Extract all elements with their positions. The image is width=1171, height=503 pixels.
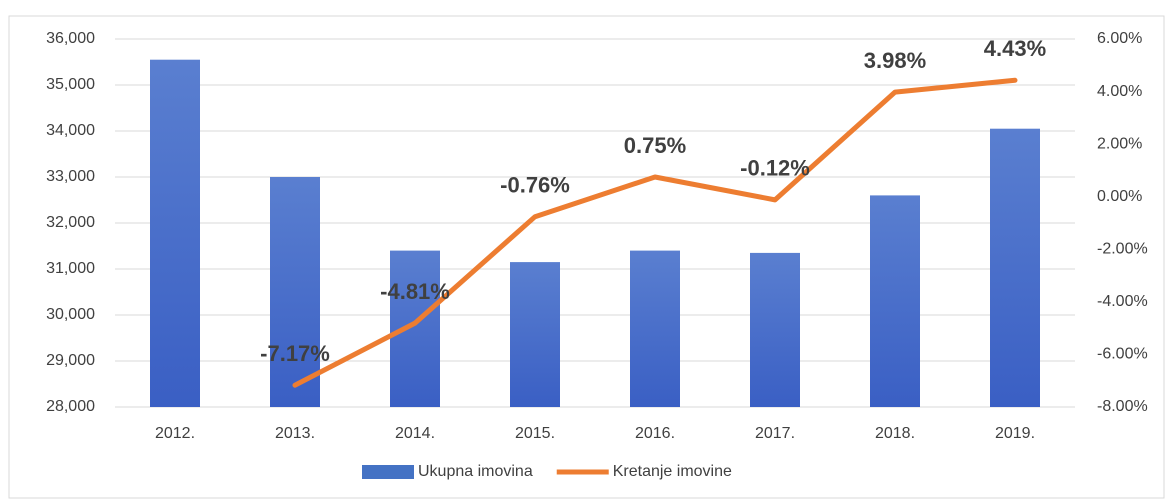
bar [270,177,320,407]
data-label: -7.17% [260,341,330,366]
y-tick-label: 36,000 [46,30,95,47]
bar [630,250,680,407]
y-tick-label: 31,000 [46,260,95,277]
bar [990,128,1040,407]
data-label: 0.75% [624,133,686,158]
chart-frame [8,15,1165,499]
y-tick-label: 32,000 [46,214,95,231]
legend-label: Kretanje imovine [613,463,732,480]
x-tick-label: 2015. [515,425,555,442]
y2-tick-label: -2.00% [1097,241,1148,258]
bar [510,262,560,407]
y-tick-label: 28,000 [46,398,95,415]
y2-tick-label: 2.00% [1097,135,1142,152]
x-tick-label: 2018. [875,425,915,442]
y2-tick-label: 4.00% [1097,83,1142,100]
x-tick-label: 2012. [155,425,195,442]
y2-tick-label: 6.00% [1097,30,1142,47]
x-tick-label: 2016. [635,425,675,442]
data-label: -0.76% [500,173,570,198]
y-tick-label: 33,000 [46,168,95,185]
x-tick-label: 2017. [755,425,795,442]
data-label: 4.43% [984,36,1046,61]
y2-tick-label: -6.00% [1097,346,1148,363]
x-tick-label: 2019. [995,425,1035,442]
data-label: 3.98% [864,48,926,73]
y2-tick-label: 0.00% [1097,188,1142,205]
bar [390,250,440,407]
legend-label: Ukupna imovina [418,463,533,480]
bar [870,195,920,407]
y2-tick-label: -8.00% [1097,398,1148,415]
y2-tick-label: -4.00% [1097,293,1148,310]
y-tick-label: 35,000 [46,76,95,93]
x-tick-label: 2014. [395,425,435,442]
data-label: -4.81% [380,279,450,304]
y-tick-label: 30,000 [46,306,95,323]
bar [750,252,800,407]
x-tick-label: 2013. [275,425,315,442]
bar [150,59,200,407]
y-tick-label: 29,000 [46,352,95,369]
line [292,77,1018,388]
legend-swatch [362,465,414,479]
data-label: -0.12% [740,156,810,181]
y-tick-label: 34,000 [46,122,95,139]
